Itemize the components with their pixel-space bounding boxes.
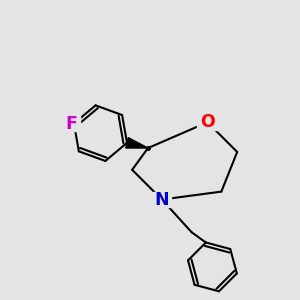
Text: N: N <box>154 190 169 208</box>
Bar <box>197 115 218 130</box>
Bar <box>62 116 80 131</box>
Text: F: F <box>65 115 77 133</box>
Bar <box>153 192 171 207</box>
Polygon shape <box>126 138 148 148</box>
Text: O: O <box>200 113 215 131</box>
